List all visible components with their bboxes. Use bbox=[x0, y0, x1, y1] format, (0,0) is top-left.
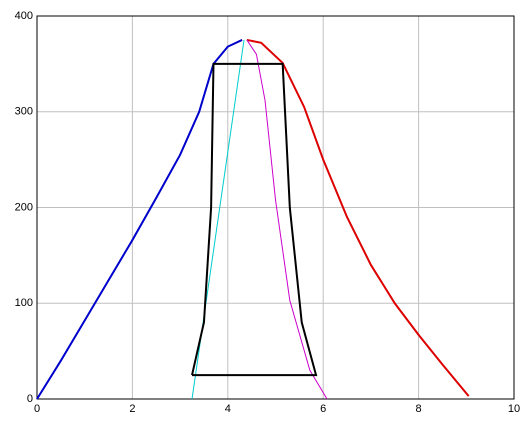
y-tick-label: 0 bbox=[27, 393, 33, 405]
line-series bbox=[191, 62, 318, 377]
y-tick-label: 200 bbox=[15, 201, 33, 213]
x-tick-label: 6 bbox=[320, 403, 326, 415]
plot-frame bbox=[36, 15, 515, 400]
x-tick-label: 10 bbox=[508, 403, 520, 415]
line-series bbox=[36, 39, 243, 400]
x-tick-label: 2 bbox=[129, 403, 135, 415]
x-tick-label: 8 bbox=[416, 403, 422, 415]
y-tick-label: 300 bbox=[15, 106, 33, 118]
x-tick-label: 4 bbox=[225, 403, 231, 415]
y-tick-label: 400 bbox=[15, 10, 33, 22]
line-series bbox=[246, 38, 470, 397]
x-tick-label: 0 bbox=[34, 403, 40, 415]
line-series bbox=[246, 39, 328, 400]
y-tick-label: 100 bbox=[15, 297, 33, 309]
